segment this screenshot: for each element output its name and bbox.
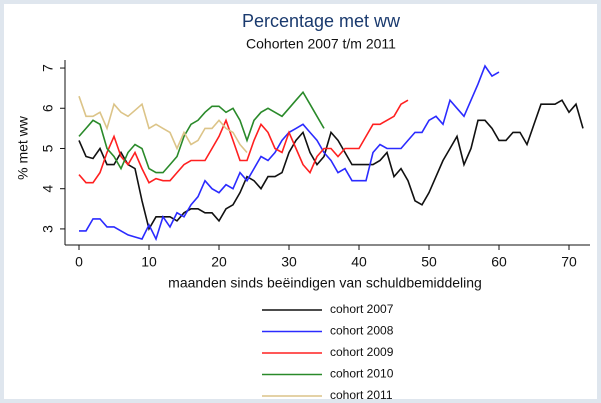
x-tick-label: 0: [75, 254, 83, 270]
legend-label: cohort 2010: [330, 367, 394, 381]
x-tick-label: 60: [491, 254, 507, 270]
series-line: [78, 99, 409, 184]
x-axis-label: maanden sinds beëindigen van schuldbemid…: [168, 275, 482, 291]
series-line: [78, 90, 325, 174]
y-tick-label: 3: [40, 225, 56, 233]
x-tick-label: 10: [141, 254, 157, 270]
legend-label: cohort 2007: [330, 302, 394, 316]
legend-label: cohort 2011: [330, 388, 393, 402]
chart-title: Percentage met ww: [242, 11, 401, 31]
x-tick-label: 50: [421, 254, 437, 270]
x-tick-label: 30: [281, 254, 297, 270]
y-tick-label: 7: [40, 64, 56, 72]
background: [4, 4, 597, 399]
y-tick-label: 4: [40, 185, 56, 193]
x-tick-label: 40: [351, 254, 367, 270]
chart-subtitle: Cohorten 2007 t/m 2011: [246, 36, 396, 52]
y-tick-label: 5: [40, 144, 56, 152]
legend-label: cohort 2009: [330, 345, 394, 359]
y-axis-label: % met ww: [15, 115, 31, 180]
y-tick-label: 6: [40, 104, 56, 112]
x-tick-label: 70: [561, 254, 577, 270]
x-tick-label: 20: [211, 254, 227, 270]
series-line: [78, 95, 248, 154]
legend-label: cohort 2008: [330, 324, 394, 338]
